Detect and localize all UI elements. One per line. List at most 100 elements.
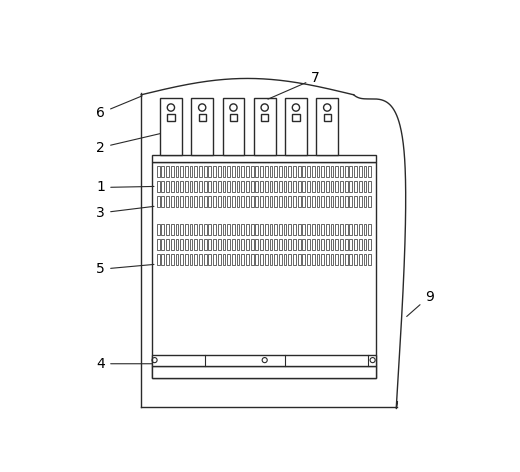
- Bar: [303, 181, 305, 192]
- Bar: [326, 254, 329, 265]
- Bar: [326, 239, 329, 250]
- Bar: [251, 181, 254, 192]
- Bar: [354, 224, 357, 235]
- Bar: [209, 239, 211, 250]
- Bar: [171, 224, 174, 235]
- Bar: [227, 224, 230, 235]
- Bar: [232, 224, 235, 235]
- Bar: [368, 181, 371, 192]
- Bar: [199, 166, 202, 177]
- Bar: [298, 224, 301, 235]
- Bar: [279, 224, 282, 235]
- Bar: [176, 239, 178, 250]
- Bar: [312, 224, 315, 235]
- Bar: [345, 239, 347, 250]
- Bar: [307, 224, 310, 235]
- Bar: [157, 196, 160, 207]
- Bar: [340, 196, 343, 207]
- Bar: [190, 181, 192, 192]
- Bar: [199, 196, 202, 207]
- Bar: [185, 239, 188, 250]
- Bar: [345, 181, 347, 192]
- Bar: [185, 166, 188, 177]
- Bar: [359, 166, 362, 177]
- Bar: [194, 239, 197, 250]
- Bar: [161, 239, 164, 250]
- Bar: [246, 181, 249, 192]
- Bar: [303, 224, 305, 235]
- Bar: [335, 196, 338, 207]
- Bar: [307, 196, 310, 207]
- Bar: [213, 254, 216, 265]
- Bar: [251, 254, 254, 265]
- Bar: [349, 166, 353, 177]
- Bar: [317, 224, 319, 235]
- Bar: [246, 239, 249, 250]
- Text: 1: 1: [96, 180, 154, 194]
- Bar: [171, 254, 174, 265]
- Bar: [237, 224, 240, 235]
- Bar: [223, 239, 225, 250]
- Bar: [152, 354, 375, 365]
- Bar: [274, 224, 277, 235]
- Bar: [157, 239, 160, 250]
- Bar: [317, 254, 319, 265]
- Bar: [274, 196, 277, 207]
- Bar: [363, 166, 367, 177]
- Text: 4: 4: [96, 357, 152, 371]
- Bar: [194, 181, 197, 192]
- Bar: [171, 239, 174, 250]
- Bar: [274, 254, 277, 265]
- Bar: [307, 254, 310, 265]
- Bar: [331, 254, 333, 265]
- Bar: [227, 254, 230, 265]
- Bar: [157, 181, 160, 192]
- Bar: [298, 196, 301, 207]
- Bar: [241, 196, 244, 207]
- Bar: [185, 196, 188, 207]
- Bar: [230, 114, 237, 121]
- Bar: [289, 254, 291, 265]
- Bar: [157, 254, 160, 265]
- Bar: [237, 239, 240, 250]
- Bar: [237, 196, 240, 207]
- Bar: [335, 239, 338, 250]
- Bar: [349, 254, 353, 265]
- Bar: [269, 239, 272, 250]
- Bar: [354, 254, 357, 265]
- Bar: [321, 196, 324, 207]
- Bar: [204, 239, 206, 250]
- Bar: [255, 166, 258, 177]
- Bar: [166, 166, 169, 177]
- Bar: [194, 224, 197, 235]
- Bar: [359, 181, 362, 192]
- Bar: [185, 254, 188, 265]
- Bar: [265, 166, 268, 177]
- Bar: [331, 224, 333, 235]
- Bar: [255, 239, 258, 250]
- Bar: [363, 181, 367, 192]
- Bar: [223, 196, 225, 207]
- Bar: [312, 239, 315, 250]
- Text: 3: 3: [96, 206, 154, 220]
- Bar: [157, 224, 160, 235]
- Bar: [218, 181, 220, 192]
- Bar: [312, 254, 315, 265]
- Bar: [279, 181, 282, 192]
- Bar: [227, 166, 230, 177]
- Bar: [204, 254, 206, 265]
- Bar: [368, 224, 371, 235]
- Bar: [279, 239, 282, 250]
- Bar: [269, 196, 272, 207]
- Bar: [269, 181, 272, 192]
- Bar: [349, 196, 353, 207]
- Bar: [307, 181, 310, 192]
- Bar: [298, 254, 301, 265]
- Bar: [354, 166, 357, 177]
- Bar: [176, 224, 178, 235]
- Bar: [321, 181, 324, 192]
- Bar: [160, 99, 182, 155]
- Bar: [363, 196, 367, 207]
- Bar: [251, 224, 254, 235]
- Bar: [246, 254, 249, 265]
